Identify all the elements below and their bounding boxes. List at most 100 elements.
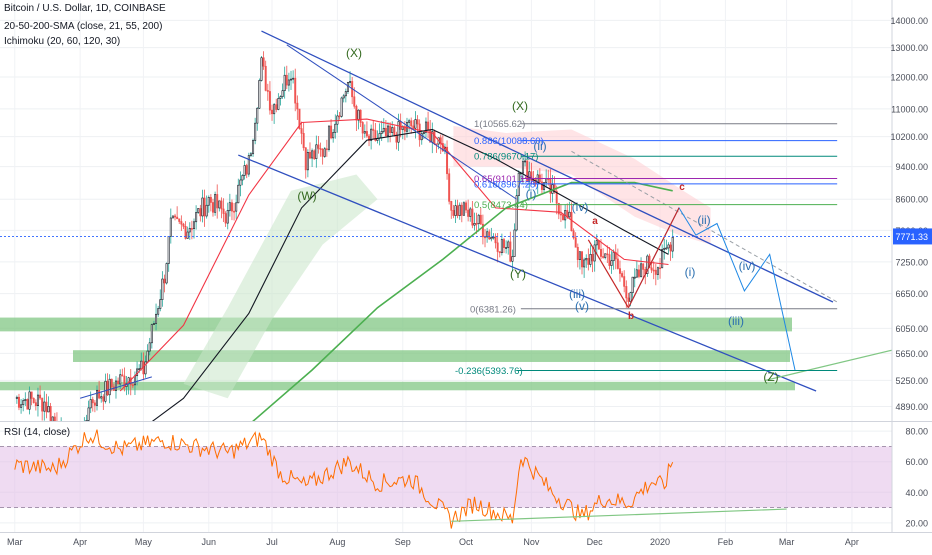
candle[interactable] — [530, 171, 533, 180]
candle[interactable] — [51, 416, 54, 422]
candle[interactable] — [258, 80, 261, 109]
candle[interactable] — [446, 146, 449, 175]
abc-wave-path-c[interactable] — [627, 207, 680, 308]
candle[interactable] — [612, 251, 615, 262]
candle[interactable] — [642, 263, 645, 270]
candle[interactable] — [319, 148, 322, 150]
candle[interactable] — [39, 394, 42, 399]
candle[interactable] — [505, 247, 508, 249]
candle[interactable] — [152, 323, 155, 325]
candle[interactable] — [34, 402, 37, 407]
candle[interactable] — [159, 299, 162, 309]
candle[interactable] — [260, 57, 263, 81]
candle[interactable] — [41, 397, 44, 412]
candle[interactable] — [304, 147, 307, 171]
candle[interactable] — [182, 223, 185, 227]
sma-legend[interactable]: 20-50-200-SMA (close, 21, 55, 200) — [4, 21, 163, 32]
candle[interactable] — [188, 228, 191, 233]
candle[interactable] — [498, 251, 501, 254]
candle[interactable] — [492, 236, 495, 239]
candle[interactable] — [465, 202, 468, 211]
candle[interactable] — [650, 267, 653, 271]
candle[interactable] — [247, 155, 250, 175]
candle[interactable] — [361, 122, 364, 134]
candle[interactable] — [654, 269, 657, 275]
candle[interactable] — [249, 153, 252, 156]
candle[interactable] — [365, 131, 368, 137]
candle[interactable] — [342, 95, 345, 99]
rsi-plot[interactable] — [0, 429, 892, 529]
candle[interactable] — [568, 211, 571, 218]
candle[interactable] — [452, 210, 455, 216]
candle[interactable] — [656, 267, 659, 275]
candle[interactable] — [15, 396, 18, 399]
candle[interactable] — [557, 202, 560, 215]
candle[interactable] — [625, 286, 628, 299]
candle[interactable] — [155, 313, 158, 324]
rsi-trendline[interactable] — [451, 508, 787, 522]
candle[interactable] — [117, 380, 120, 385]
candle[interactable] — [382, 127, 385, 132]
candle[interactable] — [389, 125, 392, 133]
candle[interactable] — [583, 259, 586, 268]
candle[interactable] — [327, 125, 330, 150]
candle[interactable] — [363, 131, 366, 134]
candle[interactable] — [262, 57, 265, 67]
candle[interactable] — [285, 74, 288, 86]
candle[interactable] — [222, 208, 225, 214]
candle[interactable] — [169, 217, 172, 237]
candle[interactable] — [241, 175, 244, 181]
candle[interactable] — [589, 254, 592, 265]
candle[interactable] — [216, 194, 219, 209]
candle[interactable] — [387, 125, 389, 137]
candle[interactable] — [201, 197, 204, 217]
candle[interactable] — [279, 96, 282, 99]
candle[interactable] — [671, 236, 674, 252]
candle[interactable] — [325, 148, 328, 151]
candle[interactable] — [281, 90, 284, 97]
candle[interactable] — [178, 218, 181, 222]
candle[interactable] — [195, 212, 198, 223]
candle[interactable] — [87, 407, 90, 421]
candle[interactable] — [226, 210, 229, 224]
candle[interactable] — [199, 208, 202, 217]
candle[interactable] — [163, 278, 166, 284]
candle[interactable] — [484, 236, 486, 239]
candle[interactable] — [144, 361, 147, 375]
candle[interactable] — [294, 77, 297, 104]
candle[interactable] — [614, 251, 617, 260]
candle[interactable] — [298, 108, 301, 129]
candle[interactable] — [631, 276, 634, 293]
candle[interactable] — [427, 121, 430, 131]
candle[interactable] — [252, 140, 255, 155]
candle[interactable] — [336, 115, 339, 125]
candle[interactable] — [380, 131, 383, 134]
candle[interactable] — [121, 374, 124, 377]
candle[interactable] — [471, 208, 474, 226]
candle[interactable] — [633, 276, 636, 279]
candle[interactable] — [424, 121, 427, 133]
candle[interactable] — [467, 209, 470, 217]
candle[interactable] — [368, 135, 371, 141]
candle[interactable] — [433, 131, 436, 145]
candle[interactable] — [403, 126, 406, 132]
candle[interactable] — [102, 396, 105, 402]
candle[interactable] — [545, 178, 548, 183]
candle[interactable] — [344, 91, 347, 97]
candle[interactable] — [106, 380, 109, 396]
candle[interactable] — [591, 254, 594, 262]
candle[interactable] — [28, 391, 31, 410]
candle[interactable] — [220, 200, 223, 210]
candle[interactable] — [416, 119, 419, 125]
candle[interactable] — [553, 184, 556, 192]
candle[interactable] — [20, 404, 23, 408]
candle[interactable] — [237, 184, 240, 204]
candle[interactable] — [500, 239, 503, 254]
candle[interactable] — [515, 195, 518, 231]
candle[interactable] — [372, 128, 375, 131]
candle[interactable] — [287, 79, 290, 86]
candle[interactable] — [595, 240, 598, 246]
candle[interactable] — [277, 98, 280, 110]
candle[interactable] — [165, 263, 168, 284]
candle[interactable] — [233, 210, 236, 213]
